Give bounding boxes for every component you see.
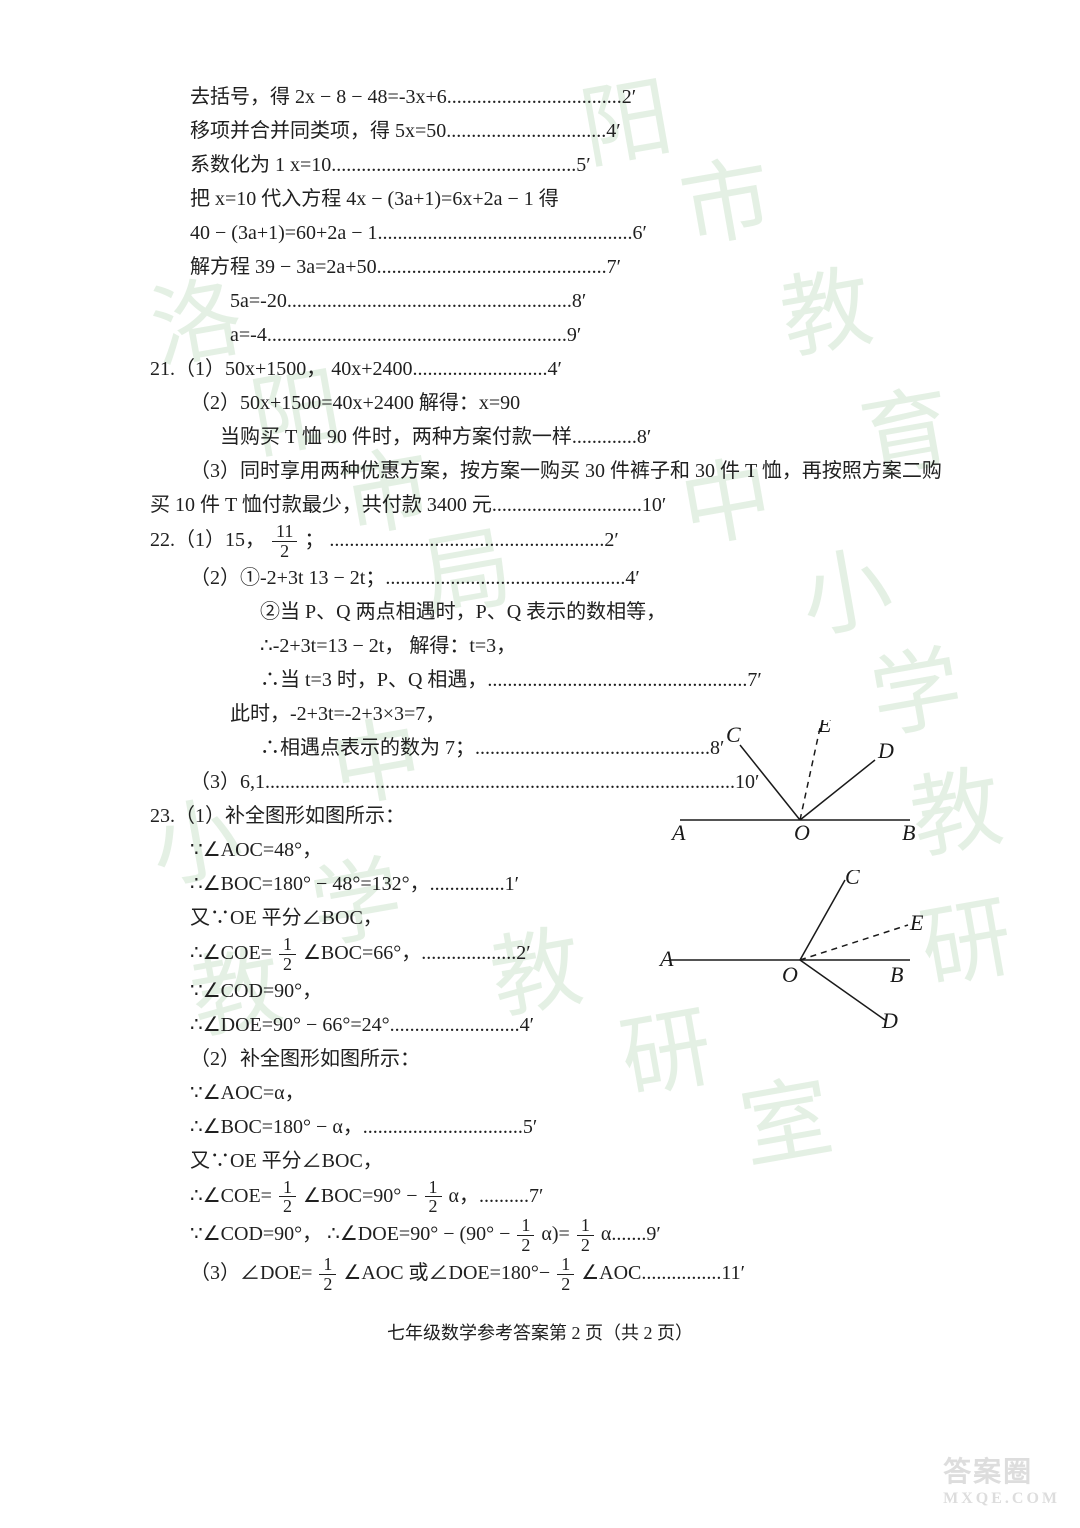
q23-line: ∵∠COD=90°， ∴∠DOE=90° − (90° − 1 2 α)= 1 … <box>150 1216 930 1255</box>
step-line: 去括号，得 2x − 8 − 48=-3x+6.................… <box>150 80 930 114</box>
step-line: 40 − (3a+1)=60+2a − 1...................… <box>150 216 930 250</box>
fraction-1-2: 1 2 <box>319 1255 336 1294</box>
q22-head: 22.（1）15， <box>150 529 265 551</box>
step-line: 把 x=10 代入方程 4x − (3a+1)=6x+2a − 1 得 <box>150 182 930 216</box>
geometry-diagram-2: A O B C E D <box>650 870 930 1030</box>
q22-line: ②当 P、Q 两点相遇时，P、Q 表示的数相等， <box>150 595 930 629</box>
q22-line: 22.（1）15， 11 2 ； .......................… <box>150 522 930 561</box>
q22-tail: ； ......................................… <box>304 529 618 551</box>
step-line: 5a=-20..................................… <box>150 284 930 318</box>
svg-text:B: B <box>890 962 903 987</box>
corner-watermark: 答案圈 MXQE.COM <box>943 1450 1060 1508</box>
fraction-1-2: 1 2 <box>425 1178 442 1217</box>
q22-line: ∴当 t=3 时，P、Q 相遇，........................… <box>150 663 930 697</box>
page-footer: 七年级数学参考答案第 2 页（共 2 页） <box>150 1318 930 1349</box>
q23-line: ∴∠BOC=180° − α，.........................… <box>150 1110 930 1144</box>
q21-line: 买 10 件 T 恤付款最少，共付款 3400 元...............… <box>150 488 930 522</box>
q23-line: ∴∠COE= 1 2 ∠BOC=90° − 1 2 α，..........7′ <box>150 1178 930 1217</box>
q23-line: （3）∠DOE= 1 2 ∠AOC 或∠DOE=180°− 1 2 ∠AOC..… <box>150 1255 930 1294</box>
fraction-1-2: 1 2 <box>557 1255 574 1294</box>
fraction-11-2: 11 2 <box>272 522 297 561</box>
q21-line: 21.（1）50x+1500， 40x+2400................… <box>150 352 930 386</box>
svg-text:E: E <box>909 910 924 935</box>
svg-text:A: A <box>670 820 686 845</box>
q21-line: （3）同时享用两种优惠方案，按方案一购买 30 件裤子和 30 件 T 恤，再按… <box>150 454 930 488</box>
fraction-1-2: 1 2 <box>577 1216 594 1255</box>
step-line: 移项并合并同类项，得 5x=50........................… <box>150 114 930 148</box>
svg-text:C: C <box>726 722 741 747</box>
svg-text:D: D <box>881 1008 898 1030</box>
svg-text:O: O <box>794 820 810 845</box>
geometry-diagram-1: A O B C E D <box>660 720 920 850</box>
page-content: 去括号，得 2x − 8 − 48=-3x+6.................… <box>150 80 930 1349</box>
q22-line: （2）①-2+3t 13 − 2t；......................… <box>150 561 930 595</box>
svg-text:O: O <box>782 962 798 987</box>
svg-text:D: D <box>877 738 894 763</box>
fraction-1-2: 1 2 <box>279 1178 296 1217</box>
q22-line: ∴-2+3t=13 − 2t， 解得：t=3， <box>150 629 930 663</box>
q23-line: 又∵OE 平分∠BOC， <box>150 1144 930 1178</box>
svg-text:C: C <box>845 870 860 889</box>
svg-text:A: A <box>658 946 674 971</box>
step-line: 系数化为 1 x=10.............................… <box>150 148 930 182</box>
q23-line: （2）补全图形如图所示： <box>150 1042 930 1076</box>
fraction-1-2: 1 2 <box>279 935 296 974</box>
q21-line: （2）50x+1500=40x+2400 解得：x=90 <box>150 386 930 420</box>
q23-line: ∵∠AOC=α， <box>150 1076 930 1110</box>
svg-text:E: E <box>817 720 832 737</box>
step-line: 解方程 39 − 3a=2a+50.......................… <box>150 250 930 284</box>
fraction-1-2: 1 2 <box>517 1216 534 1255</box>
svg-text:B: B <box>902 820 915 845</box>
step-line: a=-4....................................… <box>150 318 930 352</box>
q21-line: 当购买 T 恤 90 件时，两种方案付款一样.............8′ <box>150 420 930 454</box>
